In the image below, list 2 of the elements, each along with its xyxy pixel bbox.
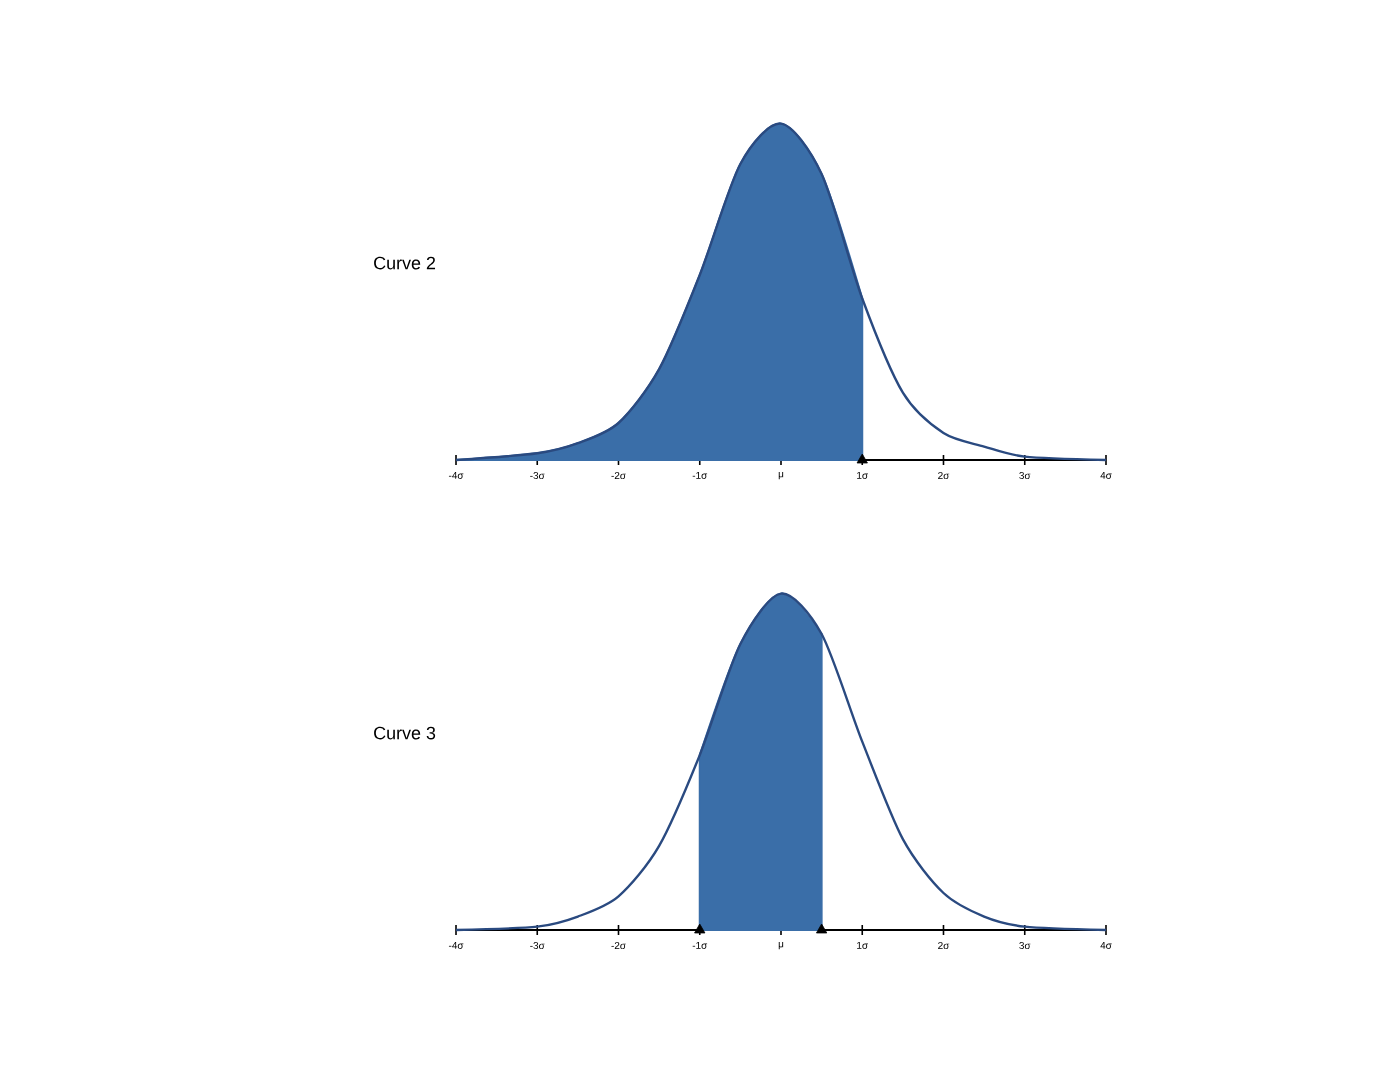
text: Curve 3 (374, 726, 436, 740)
text: Curve 2 (374, 256, 436, 270)
